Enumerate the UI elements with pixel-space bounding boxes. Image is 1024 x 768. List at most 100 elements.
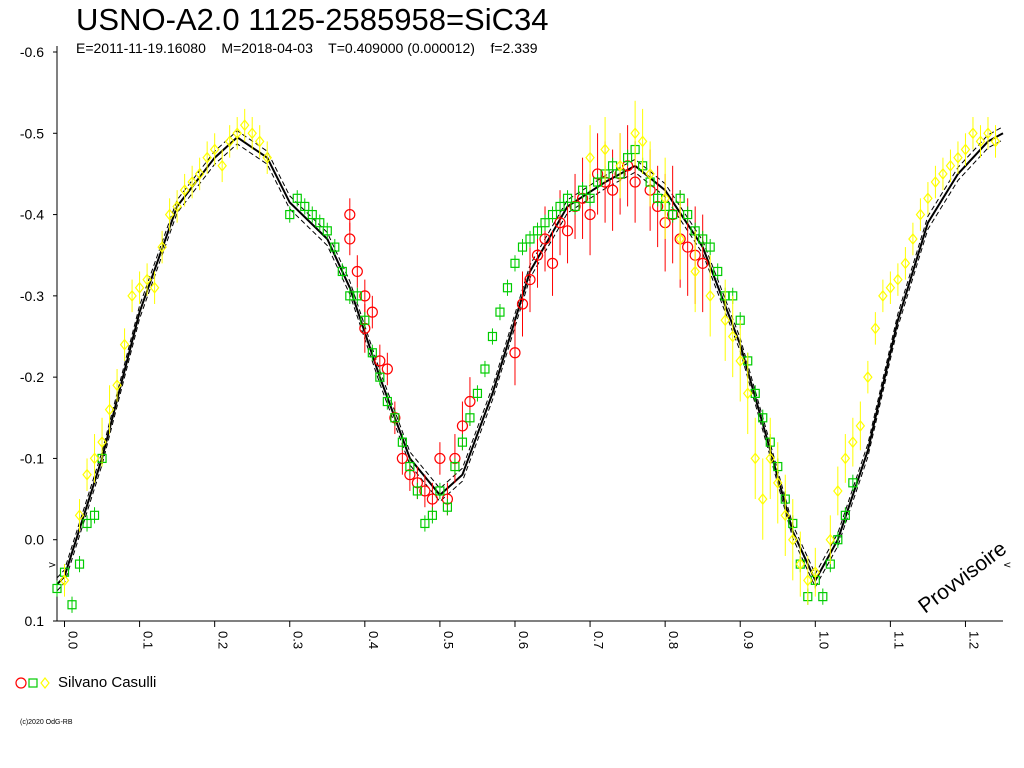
data-point-diamond: [149, 281, 160, 294]
data-point-diamond: [209, 143, 220, 156]
data-point-diamond: [202, 151, 212, 164]
data-point-square: [420, 518, 430, 529]
data-point-square: [502, 283, 513, 293]
data-point-circle: [561, 225, 574, 237]
data-point-square: [74, 559, 85, 569]
y-tick-label: -0.5: [20, 125, 44, 141]
data-point-circle: [697, 257, 709, 269]
x-tick-label: 0.3: [291, 631, 306, 649]
legend-label: Silvano Casulli: [58, 674, 157, 691]
data-point-diamond: [179, 184, 190, 197]
y-tick-label: 0.1: [25, 613, 45, 629]
data-point-diamond: [104, 403, 115, 416]
data-point-square: [360, 315, 370, 325]
watermark-text: Provvisoire: [914, 537, 1011, 618]
data-point-square: [623, 153, 633, 163]
y-tick-label: -0.4: [20, 207, 44, 223]
data-point-circle: [554, 217, 566, 229]
data-point-square: [758, 413, 768, 423]
chart-title: USNO-A2.0 1125-2585958=SiC34: [76, 2, 549, 37]
data-point-diamond: [600, 143, 610, 156]
data-point-circle: [546, 257, 559, 269]
data-point-diamond: [750, 452, 761, 465]
data-point-diamond: [923, 192, 933, 205]
x-tick-label: 1.2: [966, 631, 981, 649]
data-point-square: [322, 226, 332, 236]
data-point-square: [472, 388, 483, 398]
data-point-diamond: [637, 135, 648, 148]
data-point-circle: [539, 233, 551, 245]
data-point-square: [592, 177, 603, 187]
data-point-diamond: [157, 241, 167, 254]
data-point-diamond: [870, 322, 881, 335]
data-point-diamond: [855, 419, 866, 432]
data-point-circle: [344, 208, 356, 221]
data-point-diamond: [262, 151, 272, 164]
data-point-square: [67, 600, 77, 610]
data-point-diamond: [224, 135, 235, 148]
data-point-square: [337, 266, 347, 277]
data-point-square: [705, 242, 715, 252]
data-point-circle: [351, 265, 363, 278]
data-point-circle: [434, 452, 446, 465]
x-tick-label: 1.0: [816, 631, 831, 649]
data-point-square: [555, 201, 565, 212]
data-point-square: [480, 364, 490, 374]
x-tick-label: 0.5: [441, 631, 456, 649]
x-tick-label: 0.0: [66, 631, 81, 649]
data-point-diamond: [938, 167, 948, 180]
fit-envelope-upper: [56, 126, 1004, 579]
data-point-diamond: [247, 127, 257, 140]
data-point-square: [547, 209, 558, 220]
data-point-diamond: [585, 151, 595, 164]
data-point-circle: [456, 420, 469, 432]
data-point-diamond: [675, 232, 685, 245]
data-point-square: [375, 372, 385, 382]
data-point-square: [412, 486, 422, 496]
data-point-diamond: [172, 200, 182, 213]
y-tick-label: -0.2: [20, 369, 44, 385]
data-point-diamond: [908, 232, 918, 245]
data-point-diamond: [705, 289, 715, 302]
data-point-diamond: [97, 436, 107, 449]
data-point-square: [713, 266, 723, 277]
data-point-square: [397, 437, 407, 447]
x-tick-label: 0.8: [666, 631, 681, 649]
data-point-diamond: [134, 281, 145, 294]
chart-subtitle: E=2011-11-19.16080 M=2018-04-03 T=0.4090…: [76, 40, 538, 56]
legend-symbols: [15, 676, 50, 689]
data-points: [52, 100, 1001, 613]
data-point-square: [562, 193, 573, 203]
data-point-diamond: [772, 476, 783, 489]
data-point-square: [840, 510, 850, 520]
data-point-square: [285, 209, 295, 220]
data-point-diamond: [142, 273, 152, 286]
data-point-diamond: [119, 338, 130, 351]
right-edge-marker: <: [1003, 560, 1011, 571]
data-point-diamond: [900, 257, 911, 270]
data-point-diamond: [59, 574, 70, 587]
data-point-circle: [359, 290, 371, 302]
data-point-square: [89, 510, 100, 520]
data-point-square: [668, 209, 678, 220]
data-point-diamond: [878, 289, 888, 302]
data-point-diamond: [833, 484, 843, 497]
x-axis-ticks: 0.0 0.1 0.2 0.3 0.4 0.5 0.6 0.7 0.8 0.9 1.0 1.1 1.2: [64, 621, 981, 649]
y-tick-label: -0.3: [20, 288, 44, 304]
data-point-diamond: [840, 452, 851, 465]
data-point-diamond: [690, 265, 700, 278]
data-point-square: [352, 291, 362, 301]
data-point-square: [405, 461, 415, 472]
data-point-square: [517, 242, 528, 252]
data-point-diamond: [825, 533, 836, 546]
data-point-circle: [531, 249, 544, 261]
x-tick-label: 1.1: [891, 631, 906, 649]
data-point-diamond: [74, 509, 85, 522]
data-point-circle: [344, 233, 356, 245]
legend-square-icon: [28, 677, 38, 688]
data-point-square: [540, 218, 550, 228]
data-point-square: [300, 201, 310, 212]
data-point-square: [495, 307, 505, 317]
data-point-square: [315, 218, 325, 228]
data-point-square: [577, 185, 588, 195]
